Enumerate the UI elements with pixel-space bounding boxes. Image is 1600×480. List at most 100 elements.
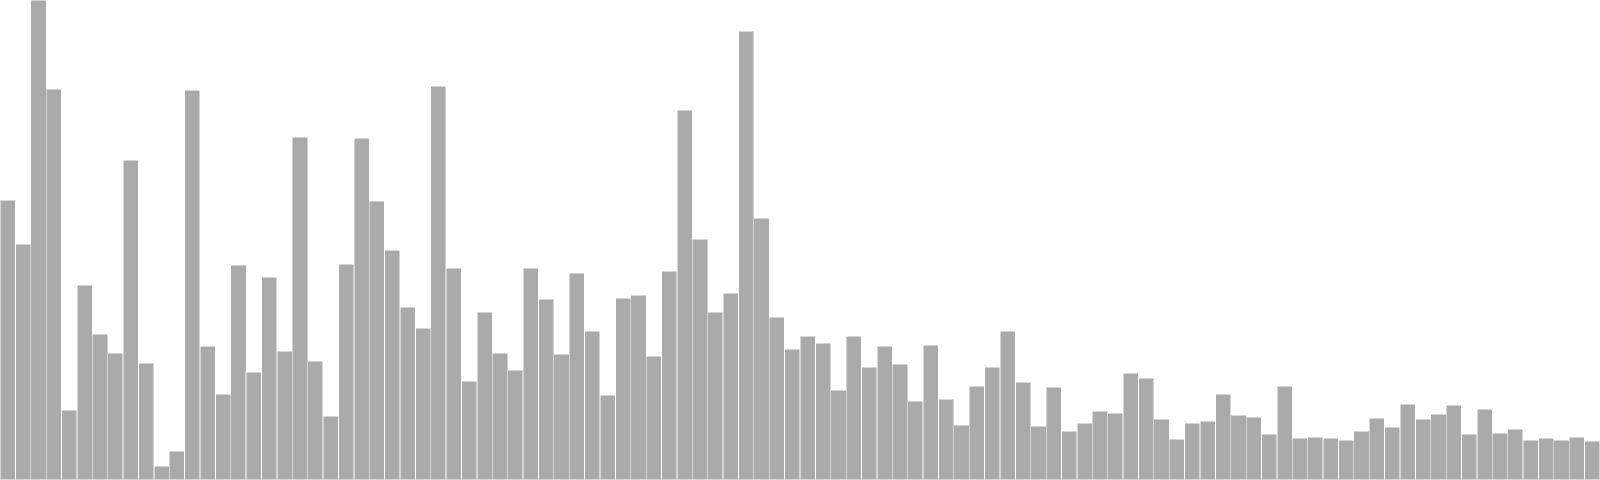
bar xyxy=(153,465,170,480)
bar xyxy=(184,89,201,480)
bar xyxy=(1261,433,1278,480)
bar xyxy=(1522,439,1539,480)
bar xyxy=(507,369,524,480)
bar xyxy=(599,394,616,480)
bar xyxy=(45,88,62,480)
bar xyxy=(984,366,1001,480)
bar xyxy=(30,0,47,480)
bar xyxy=(1584,440,1600,480)
bar xyxy=(645,355,662,480)
bar xyxy=(1353,430,1370,480)
bar xyxy=(61,409,78,480)
bar xyxy=(491,352,509,480)
bar xyxy=(845,335,862,480)
bar xyxy=(784,348,801,480)
bar xyxy=(1138,377,1155,480)
bar xyxy=(1338,439,1355,480)
bar xyxy=(999,330,1016,480)
bar xyxy=(814,342,832,480)
bar xyxy=(430,85,447,480)
bar xyxy=(1122,372,1139,480)
bar xyxy=(1168,438,1186,480)
bar xyxy=(76,284,93,480)
bar xyxy=(938,398,955,480)
bar xyxy=(1538,437,1555,480)
bar xyxy=(414,327,432,480)
bar xyxy=(614,297,632,480)
bar xyxy=(738,30,755,480)
bar xyxy=(1399,403,1416,480)
bar xyxy=(461,380,478,480)
bar xyxy=(722,292,739,480)
bar xyxy=(1291,437,1309,480)
bar xyxy=(368,200,386,480)
bar xyxy=(691,238,709,480)
bar xyxy=(630,294,647,480)
bar xyxy=(399,306,416,480)
bar xyxy=(0,199,16,480)
bar xyxy=(568,272,586,480)
bar xyxy=(1045,386,1062,480)
bar xyxy=(799,335,816,480)
bar xyxy=(476,311,493,480)
bar xyxy=(1061,430,1078,480)
bar xyxy=(661,270,678,480)
bar xyxy=(1461,433,1478,480)
bar xyxy=(107,352,124,480)
bar xyxy=(553,353,570,480)
bar xyxy=(1476,408,1493,480)
bar xyxy=(1307,436,1324,480)
bar xyxy=(707,311,724,480)
bar xyxy=(245,371,262,480)
bar xyxy=(307,360,324,480)
bar xyxy=(230,264,247,480)
bar xyxy=(261,276,278,480)
bar xyxy=(876,345,893,480)
bar xyxy=(91,333,109,480)
bar xyxy=(1030,425,1047,480)
bar xyxy=(14,243,32,480)
bar xyxy=(768,316,786,480)
bar xyxy=(338,263,355,480)
bar xyxy=(1245,416,1262,480)
bar xyxy=(276,350,293,480)
bar xyxy=(1491,432,1509,480)
bar xyxy=(861,366,878,480)
bar xyxy=(322,415,339,480)
bar xyxy=(676,109,693,480)
bar xyxy=(1014,381,1032,480)
bar xyxy=(138,362,155,480)
bar xyxy=(522,267,539,480)
bar xyxy=(291,136,309,480)
bar xyxy=(1507,428,1524,480)
bar xyxy=(953,424,970,480)
bar xyxy=(1368,417,1386,480)
bar xyxy=(907,400,924,480)
bar xyxy=(891,363,909,480)
bar xyxy=(922,344,939,480)
bar xyxy=(1076,422,1093,480)
bar xyxy=(214,393,232,480)
bar xyxy=(445,267,462,480)
bar xyxy=(1384,426,1401,480)
bar xyxy=(753,217,770,480)
bar xyxy=(584,330,601,480)
bar xyxy=(168,450,186,480)
bar xyxy=(1214,393,1232,480)
bar xyxy=(538,298,555,480)
bar xyxy=(1445,404,1462,480)
bar xyxy=(1199,420,1216,480)
bar xyxy=(122,159,139,480)
bar xyxy=(384,249,401,480)
bar xyxy=(1153,418,1170,480)
bar xyxy=(1091,410,1109,480)
bar xyxy=(1414,418,1432,480)
bar xyxy=(199,345,216,480)
bar xyxy=(1276,385,1293,480)
bar xyxy=(1230,414,1247,480)
bar xyxy=(1553,439,1570,480)
bar xyxy=(353,137,370,480)
